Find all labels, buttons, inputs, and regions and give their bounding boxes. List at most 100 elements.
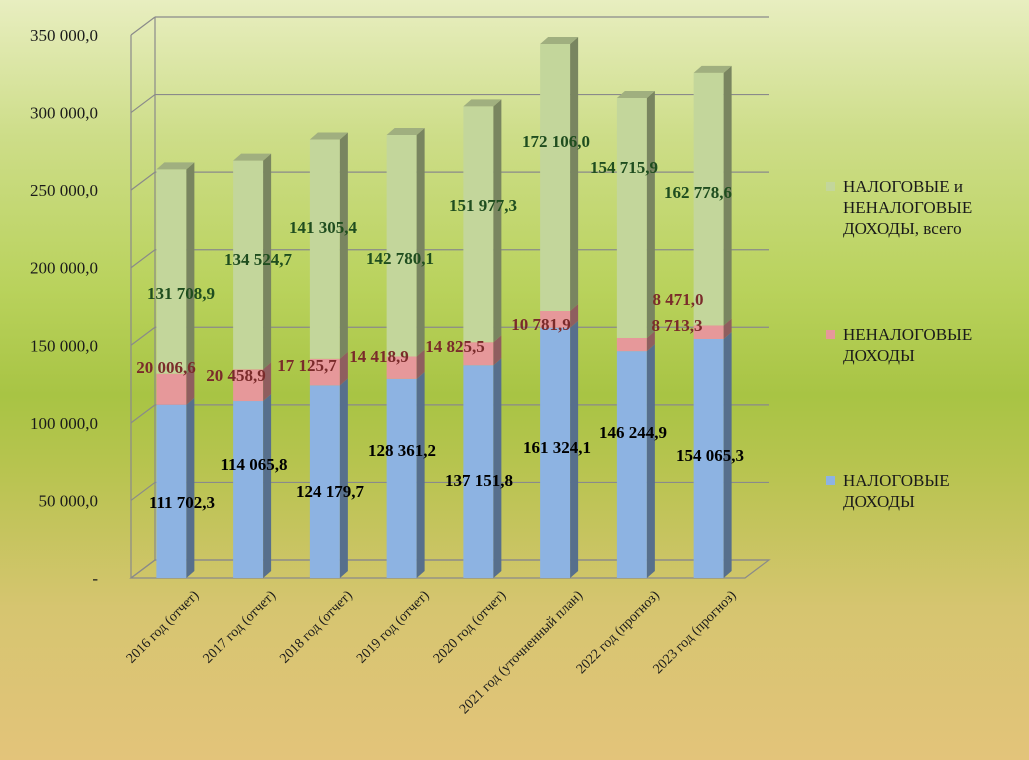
y-tick-label: - bbox=[92, 569, 98, 588]
legend-label-tax: НАЛОГОВЫЕ ДОХОДЫ bbox=[843, 471, 950, 511]
bar-front bbox=[463, 106, 494, 343]
bar-front bbox=[233, 401, 264, 578]
bar-front bbox=[616, 337, 647, 352]
bar-front bbox=[463, 342, 494, 366]
data-label: 20 458,9 bbox=[206, 366, 266, 385]
data-label: 154 715,9 bbox=[590, 158, 658, 177]
y-tick-label: 50 000,0 bbox=[39, 491, 99, 510]
bar-top bbox=[156, 162, 195, 170]
bar-side bbox=[570, 36, 579, 311]
data-label: 128 361,2 bbox=[368, 441, 436, 460]
legend-label-total: НАЛОГОВЫЕ и НЕНАЛОГОВЫЕ ДОХОДЫ, всего bbox=[843, 177, 973, 238]
bar-top bbox=[540, 36, 579, 44]
y-tick-label: 350 000,0 bbox=[30, 26, 98, 45]
legend-swatch-tax bbox=[826, 476, 835, 485]
legend-item-tax: НАЛОГОВЫЕ ДОХОДЫ bbox=[826, 470, 1026, 512]
y-tick-label: 300 000,0 bbox=[30, 104, 98, 123]
data-label: 10 781,9 bbox=[511, 315, 571, 334]
gridline-side bbox=[130, 94, 156, 114]
gridline-side bbox=[130, 404, 156, 424]
data-label: 151 977,3 bbox=[449, 196, 517, 215]
bar-side bbox=[263, 362, 272, 402]
data-label: 137 151,8 bbox=[445, 471, 513, 490]
bar-side bbox=[416, 349, 425, 379]
bar-front bbox=[156, 373, 187, 405]
gridline-side bbox=[130, 249, 156, 269]
bar-side bbox=[493, 335, 502, 366]
y-tick-label: 150 000,0 bbox=[30, 336, 98, 355]
gridline-side bbox=[130, 326, 156, 346]
x-tick-label: 2021 год (уточненный план) bbox=[457, 588, 586, 717]
bar-side bbox=[339, 378, 348, 578]
data-label: 20 006,6 bbox=[136, 358, 196, 377]
bar-side bbox=[416, 127, 425, 357]
legend-label-nontax: НЕНАЛОГОВЫЕ ДОХОДЫ bbox=[843, 325, 973, 365]
gridline-side bbox=[130, 171, 156, 191]
bar-front bbox=[540, 43, 571, 311]
bar-front bbox=[386, 356, 417, 379]
bar-front bbox=[693, 325, 724, 339]
bar-front bbox=[616, 351, 647, 578]
bar-front bbox=[616, 97, 647, 338]
x-tick-label: 2016 год (отчет) bbox=[124, 588, 203, 667]
x-tick-label: 2019 год (отчет) bbox=[354, 588, 433, 667]
bar-side bbox=[723, 318, 732, 339]
x-tick-label: 2020 год (отчет) bbox=[431, 588, 510, 667]
bar-top bbox=[233, 153, 272, 161]
data-label: 161 324,1 bbox=[523, 438, 591, 457]
bar-front bbox=[386, 134, 417, 357]
bar-front bbox=[463, 365, 494, 578]
x-tick-label: 2023 год (прогноз) bbox=[651, 588, 740, 677]
data-label: 162 778,6 bbox=[664, 183, 732, 202]
floor bbox=[129, 559, 771, 579]
data-label: 8 713,3 bbox=[652, 316, 703, 335]
x-tick-label: 2018 год (отчет) bbox=[277, 588, 356, 667]
data-label: 141 305,4 bbox=[289, 218, 358, 237]
y-tick-label: 200 000,0 bbox=[30, 259, 98, 278]
bar-side bbox=[186, 162, 195, 374]
bar-side bbox=[493, 358, 502, 578]
data-label: 124 179,7 bbox=[296, 482, 365, 501]
data-label: 142 780,1 bbox=[366, 249, 434, 268]
bar-side bbox=[646, 344, 655, 578]
x-tick-label: 2017 год (отчет) bbox=[201, 588, 280, 667]
data-label: 114 065,8 bbox=[220, 455, 287, 474]
legend-item-nontax: НЕНАЛОГОВЫЕ ДОХОДЫ bbox=[826, 324, 1026, 366]
legend-swatch-nontax bbox=[826, 330, 835, 339]
bar-side bbox=[339, 351, 348, 386]
bar-top bbox=[463, 99, 502, 107]
data-label: 14 825,5 bbox=[425, 337, 485, 356]
bar-front bbox=[386, 378, 417, 578]
data-label: 146 244,9 bbox=[599, 423, 667, 442]
x-tick-label: 2022 год (прогноз) bbox=[574, 588, 663, 677]
bar-side bbox=[186, 397, 195, 578]
bar-side bbox=[570, 303, 579, 328]
data-label: 172 106,0 bbox=[522, 132, 590, 151]
bar-top bbox=[309, 132, 348, 140]
y-tick-label: 100 000,0 bbox=[30, 414, 98, 433]
bar-front bbox=[156, 169, 187, 374]
bar-front bbox=[693, 338, 724, 578]
bar-front bbox=[540, 310, 571, 328]
data-label: 111 702,3 bbox=[149, 493, 215, 512]
bar-front bbox=[156, 404, 187, 578]
legend-swatch-total bbox=[826, 182, 835, 191]
bar-side bbox=[263, 153, 272, 370]
data-label: 14 418,9 bbox=[349, 347, 409, 366]
data-label: 154 065,3 bbox=[676, 446, 744, 465]
bar-front bbox=[233, 369, 264, 402]
bar-side bbox=[493, 99, 502, 343]
chart-legend: НАЛОГОВЫЕ и НЕНАЛОГОВЫЕ ДОХОДЫ, всего НЕ… bbox=[826, 176, 1026, 512]
bar-front bbox=[693, 72, 724, 326]
y-tick-label: 250 000,0 bbox=[30, 181, 98, 200]
bar-front bbox=[309, 385, 340, 578]
bar-side bbox=[570, 320, 579, 578]
data-label: 17 125,7 bbox=[277, 356, 337, 375]
bar-side bbox=[723, 65, 732, 326]
data-label: 8 471,0 bbox=[653, 290, 704, 309]
bar-side bbox=[263, 394, 272, 578]
data-label: 134 524,7 bbox=[224, 250, 293, 269]
bar-top bbox=[386, 127, 425, 135]
bar-side bbox=[416, 371, 425, 578]
